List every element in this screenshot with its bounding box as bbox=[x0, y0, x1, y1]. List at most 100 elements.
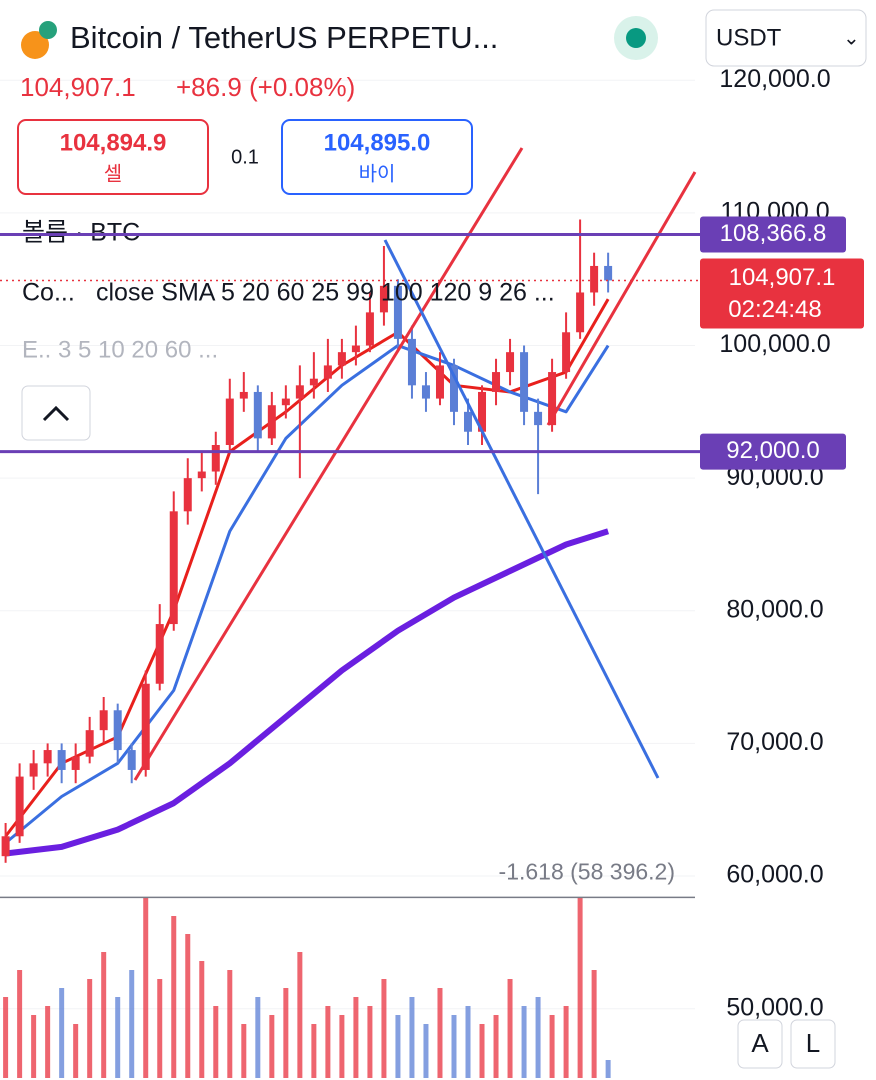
plot bbox=[0, 79, 695, 1078]
buy-button[interactable] bbox=[281, 119, 473, 195]
candle-body bbox=[435, 365, 444, 399]
candle-body bbox=[253, 391, 262, 439]
sell-price: 104,894.9 bbox=[60, 129, 167, 156]
volume-bar bbox=[591, 970, 597, 1078]
trend-line bbox=[133, 147, 524, 781]
volume-bar bbox=[31, 1015, 37, 1078]
fib-label: -1.618 (58 396.2) bbox=[499, 858, 675, 884]
volume-bar bbox=[493, 1015, 499, 1078]
y-tick-label: 100,000.0 bbox=[719, 330, 830, 358]
volume-bar bbox=[465, 1006, 471, 1078]
ema-legend: E.. 3 5 10 20 60 ... bbox=[22, 336, 218, 363]
symbol-title: Bitcoin / TetherUS PERPETU... bbox=[70, 20, 498, 55]
volume-bar bbox=[269, 1015, 275, 1078]
candle-body bbox=[169, 511, 178, 625]
volume-bar bbox=[381, 979, 387, 1078]
status-dot bbox=[626, 28, 646, 48]
y-tick-label: 120,000.0 bbox=[719, 65, 830, 93]
volume-bar bbox=[437, 988, 443, 1078]
price-change: +86.9 (+0.08%) bbox=[176, 72, 355, 102]
volume-bar bbox=[45, 1006, 51, 1078]
spread: 0.1 bbox=[231, 146, 259, 168]
sell-button[interactable] bbox=[17, 119, 209, 195]
log-button[interactable] bbox=[790, 1019, 836, 1069]
volume-bar bbox=[423, 1024, 429, 1078]
volume-bar bbox=[479, 1024, 485, 1078]
volume-bar bbox=[255, 997, 261, 1078]
indicator-name: Co... bbox=[22, 279, 75, 307]
volume-bar bbox=[353, 997, 359, 1078]
volume-bar bbox=[409, 997, 415, 1078]
volume-bar bbox=[199, 961, 205, 1078]
volume-bar bbox=[59, 988, 65, 1078]
currency-select[interactable] bbox=[705, 9, 867, 67]
volume-bar bbox=[297, 952, 303, 1078]
candle-body bbox=[71, 756, 80, 770]
level-tag bbox=[700, 433, 846, 470]
candle-body bbox=[197, 471, 206, 479]
candle-body bbox=[351, 345, 360, 353]
trend-line bbox=[546, 171, 697, 426]
chevron: ⌄ bbox=[843, 27, 860, 49]
candle-body bbox=[295, 385, 304, 399]
volume-bar bbox=[241, 1024, 247, 1078]
auto-label: A bbox=[751, 1028, 769, 1058]
candle-body bbox=[492, 372, 501, 392]
tether-logo bbox=[39, 21, 57, 39]
candle-body bbox=[43, 750, 52, 764]
candle-body bbox=[365, 312, 374, 346]
volume-bar bbox=[227, 970, 233, 1078]
candle-body bbox=[211, 445, 220, 472]
candle-body bbox=[393, 285, 402, 339]
volume-bar bbox=[157, 979, 163, 1078]
volume-bar bbox=[115, 997, 121, 1078]
buy-price: 104,895.0 bbox=[324, 129, 431, 156]
candle-body bbox=[183, 478, 192, 512]
candle-body bbox=[520, 352, 529, 412]
candle-body bbox=[590, 265, 599, 293]
candle-body bbox=[379, 285, 388, 313]
candle-body bbox=[99, 710, 108, 731]
candle-body bbox=[337, 352, 346, 366]
volume-bar bbox=[283, 988, 289, 1078]
candle-body bbox=[57, 750, 66, 770]
volume-bar bbox=[143, 898, 149, 1078]
volume-bar bbox=[521, 1006, 527, 1078]
candle-body bbox=[113, 710, 122, 751]
volume-bar bbox=[3, 997, 9, 1078]
candle-body bbox=[85, 730, 94, 757]
volume-bar bbox=[367, 1006, 373, 1078]
volume-bar bbox=[535, 997, 541, 1078]
volume-bar bbox=[101, 952, 107, 1078]
candle-body bbox=[506, 352, 515, 373]
candle-body bbox=[464, 411, 473, 432]
y-tick-label: 50,000.0 bbox=[726, 993, 823, 1021]
candle-body bbox=[141, 683, 150, 770]
collapse-button[interactable] bbox=[21, 385, 91, 441]
candle-body bbox=[127, 750, 136, 770]
volume-bar bbox=[507, 979, 513, 1078]
volume-bar bbox=[185, 934, 191, 1078]
auto-button[interactable] bbox=[737, 1019, 783, 1069]
level-tag bbox=[700, 216, 846, 253]
candle-body bbox=[29, 763, 38, 777]
candle-body bbox=[576, 292, 585, 333]
trend-line bbox=[383, 239, 660, 779]
volume-bar bbox=[87, 979, 93, 1078]
volume-bar bbox=[339, 1015, 345, 1078]
candle-body bbox=[281, 398, 290, 406]
moving-average bbox=[4, 344, 610, 845]
candle-body bbox=[534, 411, 543, 426]
buy-label: 바이 bbox=[359, 162, 396, 185]
level-label: 108,366.8 bbox=[720, 220, 827, 247]
volume-bar bbox=[17, 970, 23, 1078]
candle-body bbox=[478, 391, 487, 432]
volume-bar bbox=[605, 1060, 611, 1078]
indicator-legend: close SMA 5 20 60 25 99 100 120 9 26 ... bbox=[96, 279, 555, 307]
volume-bar bbox=[549, 1015, 555, 1078]
price: 104,907.1 bbox=[20, 72, 136, 102]
volume-bar bbox=[171, 916, 177, 1078]
candle-body bbox=[155, 624, 164, 684]
candle-body bbox=[267, 405, 276, 439]
